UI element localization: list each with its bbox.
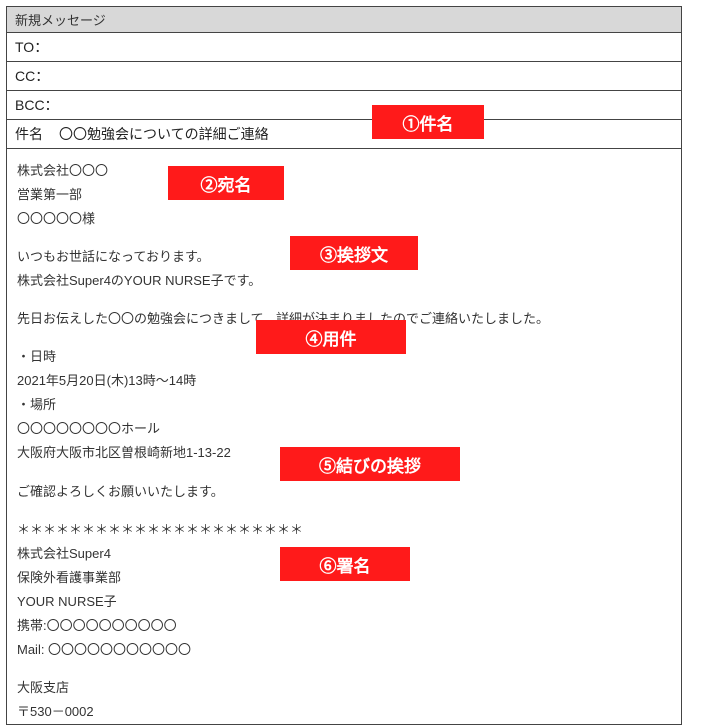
place-label: ・場所 xyxy=(17,393,671,417)
to-field[interactable]: TO： xyxy=(7,33,681,62)
addressee-dept: 営業第一部 xyxy=(17,183,671,207)
annotation-closing: ⑤結びの挨拶 xyxy=(280,447,460,481)
subject-value: 〇〇勉強会についての詳細ご連絡 xyxy=(59,124,269,144)
place-name: 〇〇〇〇〇〇〇〇ホール xyxy=(17,417,671,441)
greeting-line-2: 株式会社Super4のYOUR NURSE子です。 xyxy=(17,269,671,293)
date-value: 2021年5月20日(木)13時～14時 xyxy=(17,369,671,393)
subject-field[interactable]: 件名 〇〇勉強会についての詳細ご連絡 xyxy=(7,120,681,149)
bcc-field[interactable]: BCC： xyxy=(7,91,681,120)
annotation-greeting: ③挨拶文 xyxy=(290,236,418,270)
window-title: 新規メッセージ xyxy=(7,7,681,33)
signature-branch: 大阪支店 xyxy=(17,676,671,700)
signature-divider: ＊＊＊＊＊＊＊＊＊＊＊＊＊＊＊＊＊＊＊＊＊＊ xyxy=(17,518,671,542)
addressee-name: 〇〇〇〇〇様 xyxy=(17,207,671,231)
subject-label: 件名 xyxy=(15,124,43,144)
signature-zip: 〒530－0002 xyxy=(17,700,671,724)
annotation-addressee: ②宛名 xyxy=(168,166,284,200)
signature-mail: Mail: 〇〇〇〇〇〇〇〇〇〇〇 xyxy=(17,638,671,662)
addressee-company: 株式会社〇〇〇 xyxy=(17,159,671,183)
signature-tel: 携帯:〇〇〇〇〇〇〇〇〇〇 xyxy=(17,614,671,638)
annotation-signature: ⑥署名 xyxy=(280,547,410,581)
closing-text: ご確認よろしくお願いいたします。 xyxy=(17,480,671,504)
cc-field[interactable]: CC： xyxy=(7,62,681,91)
annotation-subject: ①件名 xyxy=(372,105,484,139)
email-window: 新規メッセージ TO： CC： BCC： 件名 〇〇勉強会についての詳細ご連絡 … xyxy=(6,6,682,725)
signature-name: YOUR NURSE子 xyxy=(17,590,671,614)
annotation-main-content: ④用件 xyxy=(256,320,406,354)
